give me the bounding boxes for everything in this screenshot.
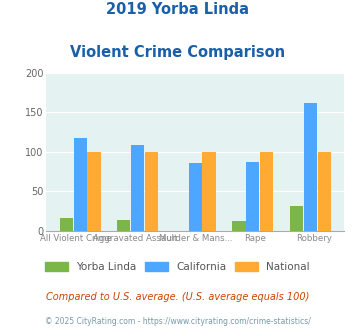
Bar [233, 221, 246, 231]
Text: All Violent Crime: All Violent Crime [40, 234, 112, 243]
Bar [189, 163, 202, 231]
Bar [145, 152, 158, 231]
Text: © 2025 CityRating.com - https://www.cityrating.com/crime-statistics/: © 2025 CityRating.com - https://www.city… [45, 317, 310, 326]
Bar [304, 103, 317, 231]
Bar [60, 217, 73, 231]
Bar [131, 146, 144, 231]
Text: Compared to U.S. average. (U.S. average equals 100): Compared to U.S. average. (U.S. average … [46, 292, 309, 302]
Text: Murder & Mans...: Murder & Mans... [158, 234, 232, 243]
Bar [202, 152, 216, 231]
Text: Rape: Rape [244, 234, 266, 243]
Text: Aggravated Assault: Aggravated Assault [93, 234, 178, 243]
Text: Violent Crime Comparison: Violent Crime Comparison [70, 45, 285, 59]
Legend: Yorba Linda, California, National: Yorba Linda, California, National [41, 258, 314, 276]
Bar [87, 152, 100, 231]
Text: 2019 Yorba Linda: 2019 Yorba Linda [106, 2, 249, 16]
Bar [246, 162, 260, 231]
Bar [318, 152, 331, 231]
Bar [260, 152, 273, 231]
Bar [290, 206, 303, 231]
Bar [73, 138, 87, 231]
Text: Robbery: Robbery [296, 234, 333, 243]
Bar [117, 220, 131, 231]
